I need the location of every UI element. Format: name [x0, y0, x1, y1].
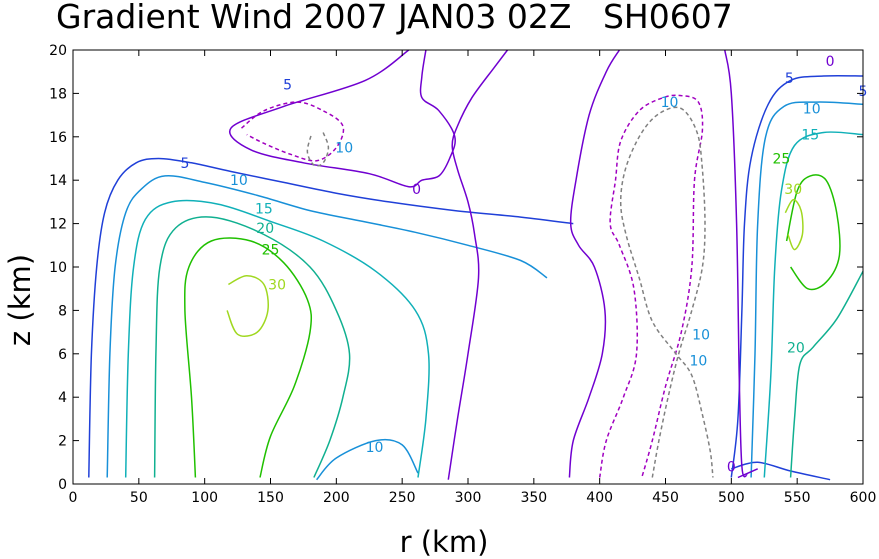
x-tick-label: 350	[520, 490, 547, 506]
contour-line-5	[88, 157, 574, 478]
contour-label: 30	[268, 277, 286, 293]
contour-line-neg10	[619, 106, 714, 478]
contour-line-15	[124, 199, 430, 478]
y-axis-label: z (km)	[3, 254, 37, 346]
contour-label: 0	[727, 460, 736, 476]
x-tick-label: 400	[586, 490, 613, 506]
contour-label: 10	[230, 173, 248, 189]
contour-line-30	[226, 274, 269, 337]
contour-line-10	[106, 174, 548, 478]
y-tick-label: 6	[58, 347, 67, 363]
x-tick-label: 500	[718, 490, 745, 506]
contour-label: 10	[661, 95, 679, 111]
contour-line-0	[229, 49, 456, 188]
x-tick-label: 0	[69, 490, 78, 506]
contour-line-0	[447, 49, 509, 480]
contour-line-10	[316, 438, 419, 481]
contour-label: 10	[689, 353, 707, 369]
contour-label: 0	[412, 182, 421, 198]
contour-line-30	[784, 198, 804, 251]
y-tick-label: 0	[58, 477, 67, 493]
contour-line-10	[750, 101, 864, 478]
contour-line-neg10	[306, 132, 330, 167]
y-axis: 0 2 4 6 8 10 12 14 16 18 20	[49, 43, 863, 493]
x-tick-label: 600	[850, 490, 877, 506]
y-tick-label: 20	[49, 43, 67, 59]
contour-label: 10	[335, 141, 353, 157]
y-tick-label: 16	[49, 130, 67, 146]
x-axis: 0 50 100 150 200 250 300 350 400 450 500 550 600	[69, 50, 877, 506]
x-tick-label: 450	[652, 490, 679, 506]
contour-label: 15	[801, 128, 819, 144]
x-tick-label: 250	[389, 490, 416, 506]
contour-line-20	[789, 270, 864, 478]
contour-line-neg5	[241, 101, 345, 162]
contour-label: 0	[826, 54, 835, 70]
y-tick-label: 2	[58, 434, 67, 450]
contour-label: 20	[256, 221, 274, 237]
contour-label: 5	[283, 78, 292, 94]
contour-label: 5	[180, 156, 189, 172]
x-tick-label: 100	[191, 490, 218, 506]
y-tick-label: 10	[49, 260, 67, 276]
x-tick-label: 300	[455, 490, 482, 506]
x-tick-label: 200	[323, 490, 350, 506]
plot-frame	[72, 49, 864, 485]
contour-line-neg5	[598, 94, 704, 478]
x-tick-label: 50	[130, 490, 148, 506]
x-tick-label: 150	[257, 490, 284, 506]
contour-line-0	[737, 468, 759, 479]
chart-title: Gradient Wind 2007 JAN03 02Z SH0607	[56, 0, 733, 36]
y-tick-label: 18	[49, 86, 67, 102]
y-tick-label: 4	[58, 390, 67, 406]
x-tick-label: 550	[784, 490, 811, 506]
y-tick-label: 12	[49, 217, 67, 233]
x-axis-label: r (km)	[400, 525, 489, 559]
contour-label: 10	[692, 327, 710, 343]
contour-line-0	[724, 49, 748, 478]
y-tick-label: 14	[49, 173, 67, 189]
contour-label: 5	[785, 71, 794, 87]
contour-line-25	[183, 237, 313, 478]
contour-label: 25	[262, 243, 280, 259]
contour-label: 25	[772, 152, 790, 168]
contour-label: 20	[787, 340, 805, 356]
contour-lines	[88, 49, 864, 481]
contour-line-0	[568, 49, 621, 478]
contour-label: 30	[784, 182, 802, 198]
contour-label: 10	[803, 102, 821, 118]
contour-line-15	[763, 131, 864, 478]
contour-line-25	[785, 174, 841, 291]
contour-label: 15	[255, 201, 273, 217]
contour-line-20	[153, 216, 351, 478]
y-tick-label: 8	[58, 303, 67, 319]
contour-line-5	[731, 461, 831, 481]
contour-label: 10	[366, 440, 384, 456]
